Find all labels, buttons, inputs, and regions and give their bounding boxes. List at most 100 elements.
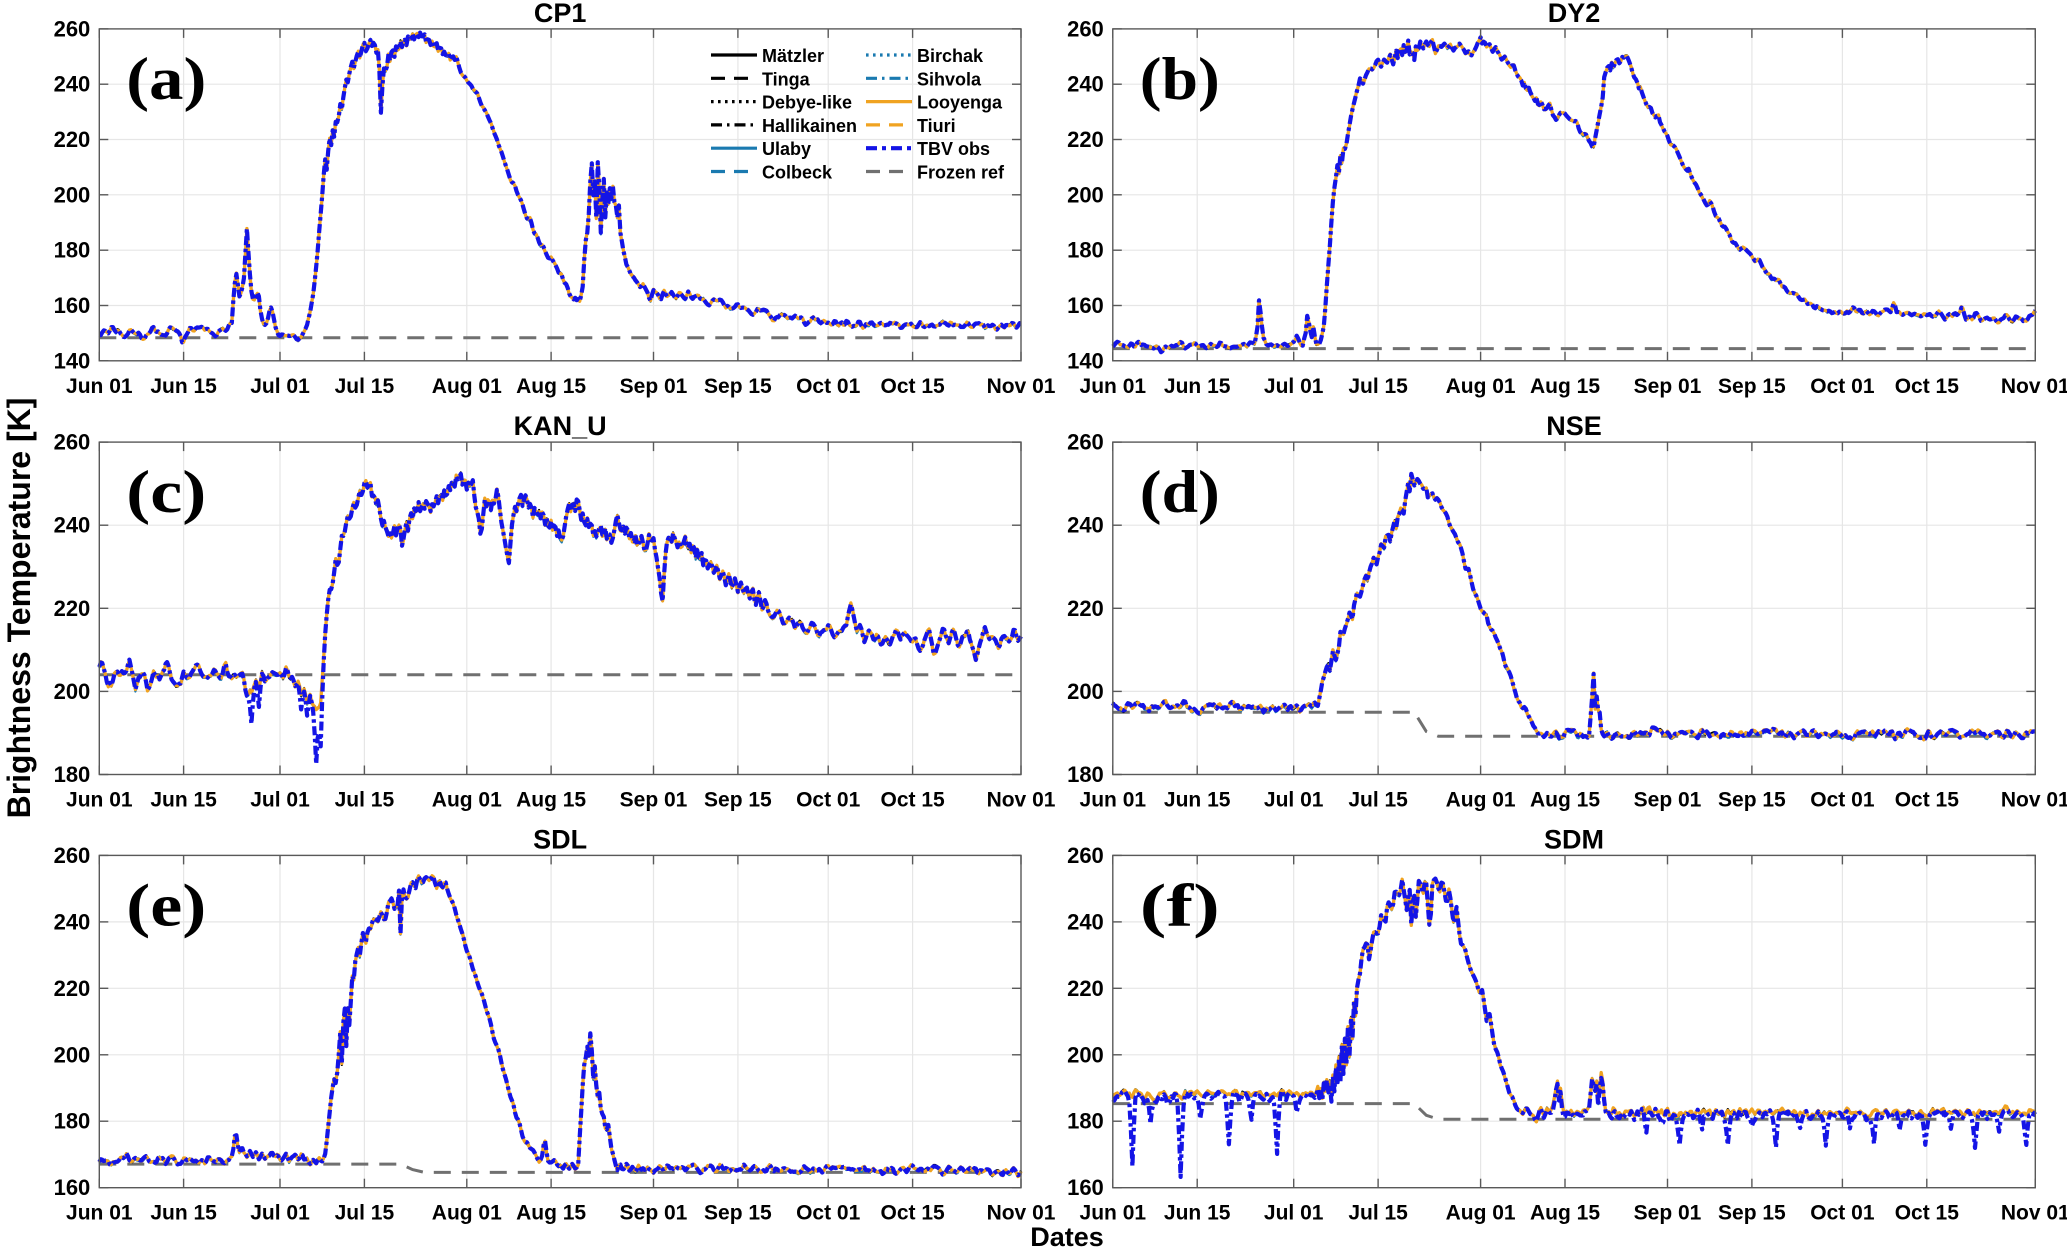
svg-text:Oct 01: Oct 01 [796,1202,861,1225]
svg-text:Jul 01: Jul 01 [1264,789,1324,812]
svg-text:Sep 01: Sep 01 [1634,375,1702,398]
svg-text:Oct 15: Oct 15 [1895,375,1960,398]
svg-text:260: 260 [54,430,91,455]
svg-text:200: 200 [54,1042,91,1067]
svg-text:Aug 01: Aug 01 [432,1202,502,1225]
svg-text:260: 260 [54,843,91,868]
svg-text:260: 260 [54,16,91,41]
svg-text:200: 200 [1067,182,1104,207]
svg-text:Sep 01: Sep 01 [620,1202,688,1225]
svg-text:Jul 15: Jul 15 [335,789,395,812]
svg-text:Jun 01: Jun 01 [1080,1202,1147,1225]
svg-text:200: 200 [54,679,91,704]
svg-text:Oct 01: Oct 01 [1810,375,1875,398]
svg-text:(c): (c) [126,459,206,525]
svg-text:Sep 01: Sep 01 [1634,1202,1702,1225]
svg-text:CP1: CP1 [534,0,587,28]
svg-text:SDL: SDL [533,824,587,854]
svg-text:240: 240 [54,72,91,97]
svg-text:SDM: SDM [1544,824,1604,854]
svg-text:Jul 01: Jul 01 [1264,1202,1324,1225]
svg-text:Jun 01: Jun 01 [1080,375,1147,398]
svg-text:240: 240 [1067,513,1104,538]
svg-text:Sep 01: Sep 01 [1634,789,1702,812]
svg-text:Oct 15: Oct 15 [880,1202,945,1225]
svg-text:Sep 15: Sep 15 [1718,375,1786,398]
svg-text:KAN_U: KAN_U [514,411,607,441]
svg-text:Colbeck: Colbeck [762,163,833,183]
svg-text:200: 200 [1067,679,1104,704]
svg-text:Frozen ref: Frozen ref [917,163,1005,183]
svg-text:Tiuri: Tiuri [917,116,956,136]
svg-text:(f): (f) [1140,872,1220,938]
svg-text:Oct 15: Oct 15 [1895,789,1960,812]
svg-text:Aug 15: Aug 15 [1530,1202,1600,1225]
svg-text:(d): (d) [1140,459,1220,525]
svg-text:220: 220 [1067,976,1104,1001]
svg-text:Jun 01: Jun 01 [66,1202,133,1225]
svg-text:Jun 01: Jun 01 [66,375,133,398]
svg-text:Ulaby: Ulaby [762,139,811,159]
svg-text:Nov 01: Nov 01 [987,375,1056,398]
svg-text:Sep 15: Sep 15 [1718,789,1786,812]
svg-text:Aug 01: Aug 01 [1446,1202,1516,1225]
svg-text:Jul 15: Jul 15 [1348,375,1408,398]
svg-text:Jul 15: Jul 15 [1348,789,1408,812]
svg-text:200: 200 [1067,1042,1104,1067]
svg-text:180: 180 [1067,238,1104,263]
svg-text:Sep 01: Sep 01 [620,789,688,812]
svg-text:Jul 01: Jul 01 [1264,375,1324,398]
svg-text:Jun 15: Jun 15 [150,789,217,812]
svg-text:240: 240 [54,513,91,538]
svg-text:Aug 15: Aug 15 [1530,789,1600,812]
svg-text:NSE: NSE [1546,411,1602,441]
svg-text:Oct 01: Oct 01 [796,375,861,398]
svg-text:Nov 01: Nov 01 [2001,375,2067,398]
svg-text:Oct 15: Oct 15 [1895,1202,1960,1225]
svg-text:Aug 15: Aug 15 [516,1202,586,1225]
svg-text:Oct 15: Oct 15 [880,789,945,812]
svg-text:Dates: Dates [1030,1222,1104,1252]
svg-text:Hallikainen: Hallikainen [762,116,857,136]
svg-text:Sep 15: Sep 15 [704,789,772,812]
svg-text:Sep 15: Sep 15 [1718,1202,1786,1225]
svg-text:Jul 15: Jul 15 [1348,1202,1408,1225]
svg-text:160: 160 [54,1175,91,1200]
svg-text:Aug 15: Aug 15 [1530,375,1600,398]
svg-text:240: 240 [1067,72,1104,97]
svg-text:Jun 15: Jun 15 [150,1202,217,1225]
svg-text:Nov 01: Nov 01 [2001,1202,2067,1225]
svg-text:Jun 15: Jun 15 [1164,1202,1231,1225]
svg-text:Jun 15: Jun 15 [1164,789,1231,812]
svg-text:Jun 15: Jun 15 [1164,375,1231,398]
svg-text:Aug 01: Aug 01 [1446,789,1516,812]
svg-text:Jul 15: Jul 15 [335,1202,395,1225]
svg-text:160: 160 [54,293,91,318]
svg-text:Jul 01: Jul 01 [250,789,310,812]
svg-text:140: 140 [1067,348,1104,373]
svg-text:220: 220 [54,596,91,621]
svg-text:Oct 01: Oct 01 [1810,1202,1875,1225]
svg-text:Oct 01: Oct 01 [796,789,861,812]
svg-text:Jun 01: Jun 01 [66,789,133,812]
svg-text:Jul 01: Jul 01 [250,1202,310,1225]
svg-text:160: 160 [1067,1175,1104,1200]
svg-text:180: 180 [54,238,91,263]
svg-text:240: 240 [1067,909,1104,934]
svg-text:160: 160 [1067,293,1104,318]
svg-text:Jun 15: Jun 15 [150,375,217,398]
svg-text:Aug 01: Aug 01 [432,375,502,398]
svg-text:140: 140 [54,348,91,373]
svg-text:Jul 15: Jul 15 [335,375,395,398]
svg-text:(a): (a) [126,46,206,112]
svg-text:Jun 01: Jun 01 [1080,789,1147,812]
svg-text:180: 180 [1067,762,1104,787]
svg-text:Aug 15: Aug 15 [516,375,586,398]
svg-text:260: 260 [1067,430,1104,455]
svg-text:Debye-like: Debye-like [762,93,852,113]
svg-text:DY2: DY2 [1548,0,1601,28]
svg-text:Aug 01: Aug 01 [432,789,502,812]
svg-text:Nov 01: Nov 01 [987,789,1056,812]
svg-text:180: 180 [1067,1109,1104,1134]
svg-text:Oct 15: Oct 15 [880,375,945,398]
